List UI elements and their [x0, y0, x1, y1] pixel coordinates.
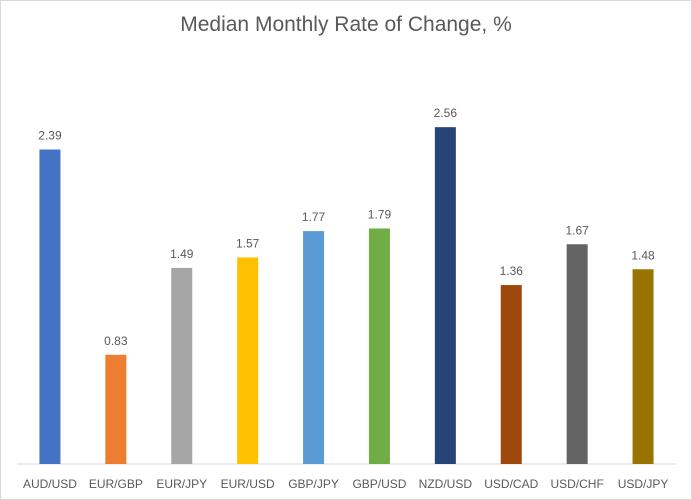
bar-gbp-jpy	[303, 231, 325, 464]
data-label-usd-chf: 1.67	[565, 223, 589, 237]
x-tick-label-usd-chf: USD/CHF	[550, 477, 603, 491]
data-label-usd-cad: 1.36	[500, 264, 524, 278]
data-label-eur-usd: 1.57	[236, 236, 260, 250]
bar-eur-gbp	[105, 354, 127, 464]
bar-usd-chf	[566, 244, 588, 464]
data-label-eur-jpy: 1.49	[170, 247, 194, 261]
chart-title: Median Monthly Rate of Change, %	[180, 13, 512, 36]
x-tick-label-gbp-jpy: GBP/JPY	[288, 477, 339, 491]
bar-eur-jpy	[171, 267, 193, 464]
x-tick-label-aud-usd: AUD/USD	[23, 477, 77, 491]
x-tick-label-usd-jpy: USD/JPY	[618, 477, 669, 491]
data-label-usd-jpy: 1.48	[631, 248, 655, 262]
bar-gbp-usd	[368, 228, 390, 464]
bars-group	[39, 127, 654, 465]
x-tick-label-eur-usd: EUR/USD	[221, 477, 275, 491]
bar-eur-usd	[237, 257, 259, 464]
bar-nzd-usd	[434, 127, 456, 464]
x-tick-label-nzd-usd: NZD/USD	[419, 477, 473, 491]
x-tick-label-eur-jpy: EUR/JPY	[156, 477, 207, 491]
x-tick-label-eur-gbp: EUR/GBP	[89, 477, 143, 491]
bar-usd-jpy	[632, 269, 654, 464]
data-label-nzd-usd: 2.56	[434, 106, 458, 120]
data-label-eur-gbp: 0.83	[104, 334, 128, 348]
data-label-gbp-usd: 1.79	[368, 207, 392, 221]
data-label-gbp-jpy: 1.77	[302, 210, 326, 224]
data-label-aud-usd: 2.39	[38, 129, 62, 143]
bar-usd-cad	[500, 285, 522, 464]
x-tick-label-gbp-usd: GBP/USD	[352, 477, 406, 491]
x-tick-label-usd-cad: USD/CAD	[484, 477, 538, 491]
x-tick-labels-group: AUD/USD EUR/GBP EUR/JPY EUR/USD GBP/JPY GBP/U…	[23, 477, 668, 491]
bar-aud-usd	[39, 149, 61, 465]
data-labels-group: 2.39 0.83 1.49 1.57 1.77 1.79 2.56 1.36 1.67 1.48	[38, 106, 655, 348]
